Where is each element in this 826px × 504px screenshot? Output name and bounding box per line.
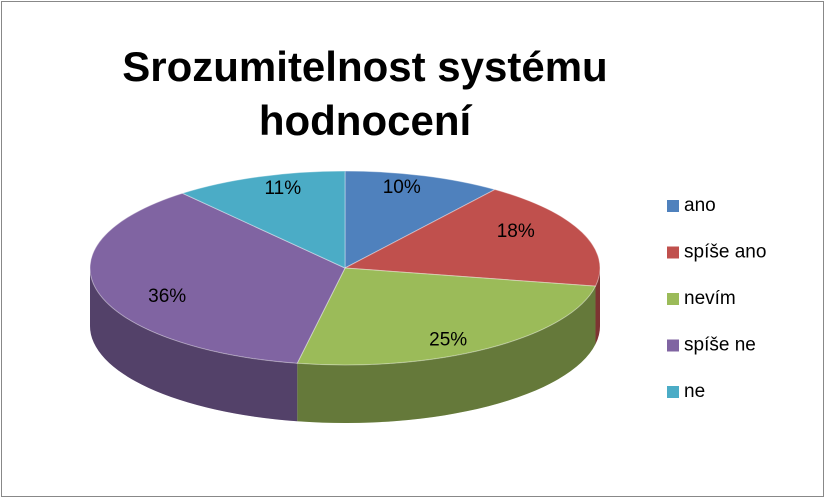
slice-side (595, 268, 600, 345)
slice-side-shade (595, 268, 600, 345)
slice-side (297, 286, 596, 423)
legend-label: nevím (684, 288, 736, 309)
legend-swatch (667, 246, 679, 259)
legend-swatch (667, 200, 679, 212)
legend-label: ano (684, 195, 716, 216)
legend-swatch (667, 339, 679, 352)
slice-side (90, 268, 298, 422)
slice (344, 170, 497, 269)
data-label: 18% (497, 221, 535, 242)
legend-label: spíše ne (684, 335, 756, 356)
legend-swatch (667, 386, 679, 398)
legend-label: spíše ano (684, 242, 766, 263)
slice (181, 170, 346, 269)
slice (343, 188, 601, 287)
slice (89, 192, 346, 364)
slice-side-shade (297, 286, 596, 423)
data-label: 25% (429, 330, 467, 351)
data-label: 10% (383, 177, 421, 198)
legend-swatch (667, 293, 679, 305)
slice (296, 267, 597, 366)
chart-title: Srozumitelnost systému hodnocení (122, 43, 608, 144)
data-label: 11% (264, 178, 301, 199)
slice-side-shade (90, 268, 298, 422)
data-label: 36% (148, 286, 186, 307)
legend-label: ne (684, 381, 705, 402)
